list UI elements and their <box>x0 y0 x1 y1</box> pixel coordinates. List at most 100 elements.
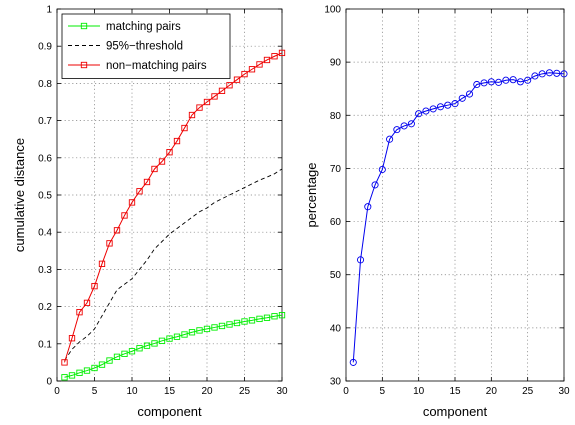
right-point-20 <box>487 78 495 86</box>
right-point-3 <box>364 203 372 211</box>
left-xtick-label-1: 5 <box>92 386 98 397</box>
left-ytick-label-0: 0 <box>46 377 52 388</box>
left-non-matching-pairs-point-8 <box>113 227 121 234</box>
right-point-22 <box>502 76 510 84</box>
right-point-27 <box>538 70 546 78</box>
left-ytick-label-5: 0.5 <box>38 191 52 202</box>
left-matching-pairs-point-29 <box>271 313 278 320</box>
left-ytick-label-4: 0.4 <box>38 228 52 239</box>
right-point-21 <box>495 78 503 86</box>
left-non-matching-pairs-point-16 <box>173 137 181 145</box>
right-ytick-label-5: 80 <box>330 111 342 122</box>
right-x-axis-label: component <box>423 404 488 419</box>
right-point-6 <box>386 135 394 143</box>
right-point-15 <box>451 100 459 108</box>
left-ytick-label-2: 0.2 <box>38 302 52 313</box>
left-xtick-label-6: 30 <box>276 386 288 397</box>
left-matching-pairs-point-12 <box>143 342 151 349</box>
left-non-matching-pairs-point-14 <box>158 158 166 165</box>
right-ytick-label-7: 100 <box>324 5 341 16</box>
right-point-25 <box>524 76 532 84</box>
left-non-matching-pairs-point-27 <box>256 61 263 68</box>
left-matching-pairs-point-5 <box>91 364 98 372</box>
left-matching-pairs-point-6 <box>98 361 106 368</box>
right-point-24 <box>516 78 524 86</box>
left-matching-pairs-point-22 <box>218 322 226 330</box>
legend: matching pairs 95%−threshold non−matching … <box>61 13 231 79</box>
left-matching-pairs-point-23 <box>226 321 233 328</box>
right-ytick-label-6: 90 <box>330 58 342 69</box>
left-non-matching-pairs-point-17 <box>181 124 188 132</box>
right-point-2 <box>356 256 365 264</box>
legend-label-non-matching-pairs: non−matching pairs <box>106 60 207 72</box>
right-ytick-label-2: 50 <box>330 270 342 281</box>
left-non-matching-pairs-point-25 <box>241 70 248 78</box>
right-ytick-label-1: 40 <box>330 323 342 334</box>
left-non-matching-pairs-point-18 <box>188 111 196 119</box>
left-matching-pairs-point-3 <box>76 369 83 376</box>
left-xtick-label-5: 25 <box>239 386 251 397</box>
left-xtick-label-4: 20 <box>201 386 213 397</box>
left-ytick-label-7: 0.7 <box>38 116 52 127</box>
left-non-matching-pairs-point-29 <box>271 53 278 60</box>
left-non-matching-pairs-point-3 <box>76 309 83 316</box>
right-ytick-label-3: 60 <box>330 217 342 228</box>
left-non-matching-pairs-point-10 <box>128 199 136 206</box>
left-matching-pairs-point-21 <box>211 324 218 331</box>
left-non-matching-pairs-point-21 <box>211 93 218 100</box>
left-ytick-label-1: 0.1 <box>38 339 52 350</box>
left-matching-pairs-point-1 <box>61 374 68 381</box>
percentage-chart: 0 5 10 15 20 25 30 30 40 50 60 70 80 90 100 component pe… <box>304 5 570 420</box>
right-point-5 <box>378 165 386 174</box>
left-ytick-label-10: 1 <box>46 5 52 16</box>
left-non-matching-pairs-point-19 <box>196 104 203 111</box>
left-matching-pairs-point-16 <box>173 333 181 340</box>
right-point-28 <box>545 69 554 77</box>
right-point-16 <box>458 94 466 102</box>
left-non-matching-pairs-line <box>64 52 283 363</box>
left-non-matching-pairs-point-26 <box>248 66 256 73</box>
left-matching-pairs-point-17 <box>181 331 188 338</box>
left-non-matching-pairs-point-24 <box>233 76 241 83</box>
left-non-matching-pairs-point-4 <box>83 299 91 307</box>
left-non-matching-pairs-point-11 <box>136 188 143 195</box>
left-non-matching-pairs-point-5 <box>91 282 98 290</box>
left-non-matching-pairs-point-6 <box>98 260 106 267</box>
legend-marker-matching-pairs <box>80 22 88 30</box>
left-95-threshold-line <box>64 168 283 361</box>
left-y-axis-label: cumulative distance <box>12 138 27 252</box>
right-point-19 <box>480 79 488 87</box>
left-matching-pairs-point-26 <box>248 317 256 324</box>
left-matching-pairs-point-2 <box>68 372 76 379</box>
left-ytick-label-9: 0.9 <box>38 42 52 53</box>
left-matching-pairs-line <box>64 314 283 378</box>
right-point-4 <box>371 181 379 189</box>
right-point-8 <box>400 122 408 130</box>
legend-box <box>61 13 231 79</box>
right-ytick-label-4: 70 <box>330 164 342 175</box>
right-xtick-label-3: 15 <box>449 386 461 397</box>
right-point-29 <box>553 69 561 77</box>
left-xtick-label-3: 15 <box>164 386 176 397</box>
left-matching-pairs-point-15 <box>166 335 173 342</box>
left-matching-pairs-point-18 <box>188 329 196 336</box>
right-point-12 <box>429 105 437 113</box>
cumulative-distance-chart: 0 5 10 15 20 25 30 0 0.1 0.2 0.3 0.4 0.5 0.6 0.7 0.8 0.9… <box>12 5 288 420</box>
legend-label-matching-pairs: matching pairs <box>106 21 181 33</box>
left-non-matching-pairs-point-23 <box>226 82 233 89</box>
right-ytick-label-0: 30 <box>330 377 342 388</box>
right-point-30 <box>560 70 568 78</box>
left-non-matching-pairs-point-28 <box>263 56 271 64</box>
left-matching-pairs-point-13 <box>151 340 158 347</box>
right-xtick-label-0: 0 <box>343 386 349 397</box>
left-non-matching-pairs-point-22 <box>218 87 226 94</box>
right-point-13 <box>436 103 445 111</box>
left-non-matching-pairs-point-13 <box>151 165 158 173</box>
right-point-10 <box>415 110 423 118</box>
left-xtick-label-2: 10 <box>126 386 138 397</box>
left-ytick-label-8: 0.8 <box>38 79 52 90</box>
left-non-matching-pairs-point-12 <box>143 178 151 186</box>
right-xtick-label-1: 5 <box>380 386 386 397</box>
left-ytick-label-6: 0.6 <box>38 153 52 164</box>
